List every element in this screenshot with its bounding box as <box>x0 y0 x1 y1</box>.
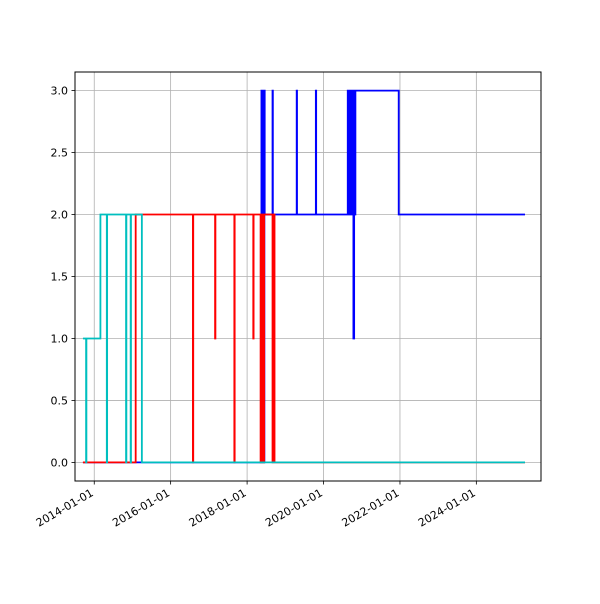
y-tick-label: 1.5 <box>51 271 69 284</box>
y-tick-label: 0.0 <box>51 456 69 469</box>
y-axis: 0.0 0.5 1.0 1.5 2.0 2.5 3.0 <box>51 85 75 469</box>
y-tick-label: 2.0 <box>51 209 69 222</box>
series-line-3 <box>82 213 525 464</box>
y-tick-label: 0.5 <box>51 394 69 407</box>
y-tick-label: 2.5 <box>51 147 69 160</box>
series-layer <box>82 89 525 464</box>
y-tick-label: 1.0 <box>51 332 69 345</box>
y-tick-label: 3.0 <box>51 85 69 98</box>
